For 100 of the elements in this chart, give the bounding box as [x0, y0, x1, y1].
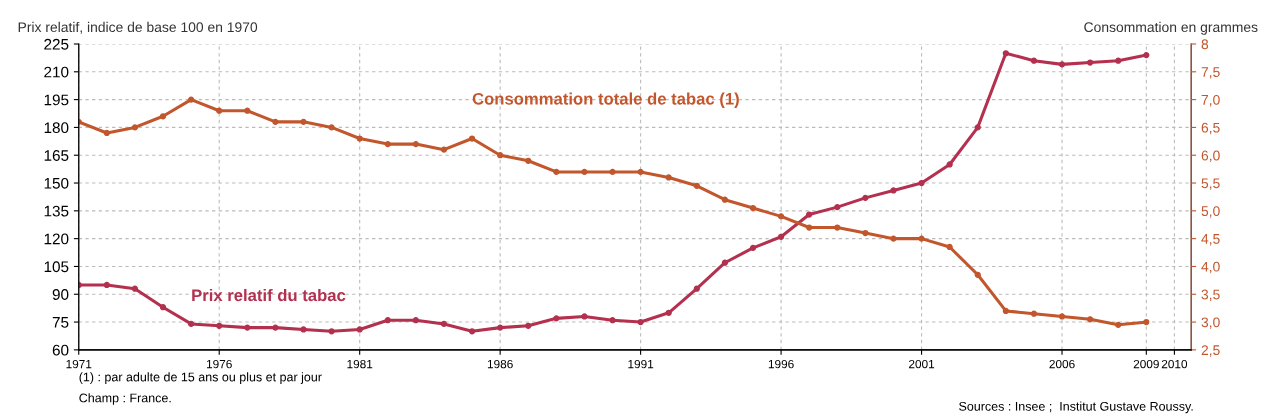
- y-tick-label: 150: [44, 177, 69, 189]
- y2-tick-label: 2,5: [1201, 345, 1220, 357]
- point: [637, 318, 644, 326]
- point: [806, 224, 813, 231]
- point: [1143, 318, 1150, 326]
- x-tick-label: 1986: [487, 359, 513, 369]
- point: [665, 174, 672, 181]
- point: [159, 113, 167, 120]
- series-label: Consommation totale de tabac (1): [472, 92, 739, 108]
- point: [497, 152, 504, 159]
- point: [412, 317, 419, 324]
- point: [581, 168, 588, 176]
- x-tick-label: 1971: [66, 359, 92, 369]
- point: [581, 313, 588, 320]
- text: (1) : par adulte de 15 ans ou plus et par jour: [79, 372, 322, 384]
- point: [862, 194, 869, 201]
- point: [525, 157, 532, 164]
- point: [890, 235, 897, 242]
- x-tick-label: 2010: [1161, 359, 1188, 369]
- x-tick-label: 1981: [347, 359, 373, 369]
- point: [890, 187, 897, 194]
- y-tick-label: 210: [44, 66, 69, 78]
- point: [300, 118, 307, 125]
- point: [834, 203, 841, 211]
- y-tick-label: 90: [52, 289, 69, 300]
- point: [300, 326, 307, 333]
- point: [665, 309, 672, 316]
- y2-tick-label: 6,5: [1201, 122, 1220, 135]
- point: [749, 204, 757, 212]
- point: [553, 315, 560, 322]
- point: [1086, 316, 1094, 323]
- y-tick-label: 60: [52, 344, 69, 356]
- y-tick-label: 105: [44, 261, 69, 273]
- point: [721, 259, 729, 266]
- point: [974, 271, 981, 278]
- point: [834, 224, 841, 231]
- y2-tick-label: 4,5: [1201, 234, 1220, 246]
- point: [946, 161, 953, 168]
- point: [216, 322, 223, 329]
- series-label: Prix relatif du tabac: [192, 288, 346, 302]
- y2-tick-label: 7,0: [1201, 94, 1220, 107]
- point: [384, 317, 391, 324]
- source-note: Sources : Insee ; Institut Gustave Roussy.: [959, 401, 1193, 414]
- point: [862, 229, 869, 237]
- y-tick-label: 180: [44, 122, 69, 134]
- point: [609, 168, 616, 176]
- point: [272, 324, 279, 331]
- point: [356, 326, 363, 333]
- point: [1086, 59, 1094, 66]
- point: [974, 124, 981, 131]
- y-tick-label: 120: [44, 233, 69, 245]
- y-tick-label: 165: [44, 150, 69, 161]
- point: [777, 213, 785, 220]
- y2-tick-label: 5,5: [1201, 178, 1220, 190]
- x-tick-label: 1996: [768, 359, 794, 369]
- point: [609, 317, 616, 324]
- point: [187, 96, 195, 103]
- y2-tick-label: 4,0: [1201, 261, 1220, 274]
- point: [328, 328, 335, 335]
- point: [440, 320, 448, 328]
- y2-tick-label: 3,5: [1201, 289, 1220, 302]
- point: [637, 168, 644, 176]
- point: [721, 196, 729, 203]
- point: [468, 328, 476, 335]
- point: [159, 304, 167, 311]
- point: [244, 107, 251, 114]
- point: [356, 135, 363, 142]
- point: [749, 244, 757, 252]
- y2-axis-title: Consommation en grammes: [1084, 21, 1258, 35]
- point: [1058, 61, 1066, 68]
- text: Champ : France.: [79, 393, 171, 405]
- point: [1115, 57, 1122, 64]
- y2-tick-label: 7,5: [1201, 67, 1220, 79]
- point: [1002, 50, 1009, 57]
- y-axis-title: Prix relatif, indice de base 100 en 1970: [18, 21, 258, 34]
- x-tick-label: 2001: [909, 359, 935, 369]
- point: [1030, 57, 1038, 64]
- y2-tick-label: 8: [1201, 39, 1209, 50]
- x-tick-label: 2006: [1049, 359, 1075, 369]
- y-tick-label: 75: [52, 317, 69, 328]
- point: [244, 324, 251, 331]
- point: [693, 285, 700, 292]
- point: [693, 182, 700, 189]
- point: [468, 135, 476, 142]
- point: [1058, 313, 1066, 320]
- point: [103, 281, 110, 289]
- point: [131, 285, 139, 292]
- point: [328, 124, 335, 131]
- point: [272, 118, 279, 125]
- point: [497, 324, 504, 331]
- point: [946, 243, 953, 251]
- point: [440, 146, 448, 153]
- x-tick-label: 1976: [206, 359, 232, 369]
- point: [1002, 307, 1009, 315]
- point: [553, 168, 560, 176]
- point: [131, 124, 139, 131]
- y2-tick-label: 3,0: [1201, 317, 1220, 329]
- y-tick-label: 195: [44, 94, 69, 106]
- point: [1030, 310, 1038, 317]
- point: [918, 179, 925, 187]
